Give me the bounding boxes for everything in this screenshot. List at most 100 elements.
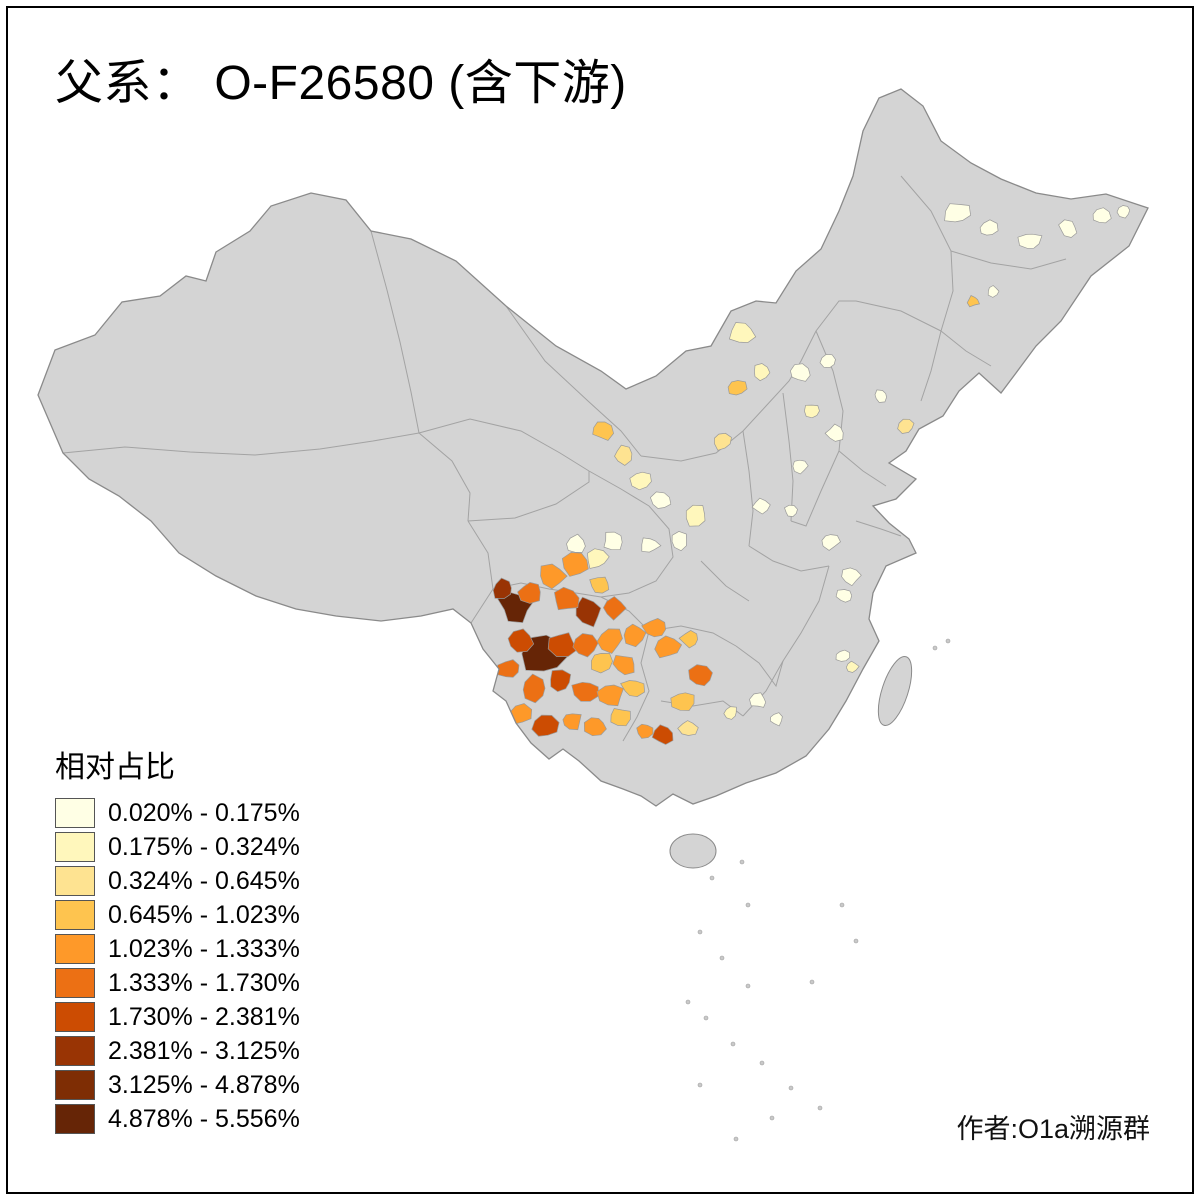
colored-prefecture [612,655,635,676]
legend-entries: 0.020% - 0.175% 0.175% - 0.324% 0.324% - 0… [55,798,300,1134]
colored-prefecture [531,714,560,737]
colored-prefecture [566,533,586,553]
legend-swatch [55,934,95,964]
colored-prefecture [845,660,860,673]
legend-range-label: 0.020% - 0.175% [108,798,300,827]
colored-prefecture [792,459,809,475]
colored-prefecture [897,418,915,434]
legend-range-label: 2.381% - 3.125% [108,1036,300,1065]
colored-prefecture [572,633,599,658]
colored-prefecture [728,322,757,343]
legend-swatch [55,798,95,828]
colored-prefecture [714,432,732,451]
legend-swatch [55,1104,95,1134]
colored-prefecture [804,404,820,419]
legend-entry: 0.645% - 1.023% [55,900,300,930]
colored-prefecture [522,673,546,704]
colored-prefectures [492,203,1131,745]
legend-range-label: 4.878% - 5.556% [108,1104,300,1133]
legend-range-label: 0.324% - 0.645% [108,866,300,895]
legend-swatch [55,1002,95,1032]
colored-prefecture [641,537,662,553]
colored-prefecture [685,504,706,527]
colored-prefecture [629,471,652,491]
colored-prefecture [784,504,798,517]
legend-entry: 3.125% - 4.878% [55,1070,300,1100]
colored-prefecture [587,548,610,569]
legend-entry: 1.730% - 2.381% [55,1002,300,1032]
colored-prefecture [636,723,654,739]
colored-prefecture [602,596,627,621]
colored-prefecture [835,649,851,662]
colored-prefecture [583,717,607,737]
colored-prefecture [751,497,771,515]
colored-prefecture [754,363,771,382]
legend-swatch [55,1036,95,1066]
legend-range-label: 1.730% - 2.381% [108,1002,300,1031]
colored-prefecture [670,692,695,711]
colored-prefecture [727,380,748,396]
colored-prefecture [590,653,613,674]
legend-swatch [55,1070,95,1100]
colored-prefecture [677,720,699,736]
legend-range-label: 0.175% - 0.324% [108,832,300,861]
colored-prefecture [562,713,582,731]
colored-prefecture [651,724,674,745]
south-china-sea-islets [685,638,951,1142]
colored-prefecture [610,708,631,727]
colored-prefecture [641,618,666,638]
colored-prefecture [540,563,568,590]
colored-prefecture [824,423,844,442]
colored-prefecture [589,576,610,594]
colored-prefecture [749,692,767,708]
islands [669,638,951,1142]
legend-swatch [55,866,95,896]
colored-prefecture [654,635,683,659]
legend-range-label: 1.023% - 1.333% [108,934,300,963]
legend-entry: 1.023% - 1.333% [55,934,300,964]
colored-prefecture [492,577,512,599]
legend-swatch [55,832,95,862]
colored-prefecture [596,684,624,707]
legend-title: 相对占比 [55,751,175,784]
colored-prefecture [517,582,541,604]
colored-prefecture [603,531,623,551]
colored-prefecture [1058,219,1078,238]
colored-prefecture [623,623,647,648]
colored-prefecture [596,628,623,654]
colored-prefecture [561,552,589,577]
legend-entry: 0.175% - 0.324% [55,832,300,862]
colored-prefecture [874,389,887,403]
legend: 相对占比 0.020% - 0.175% 0.175% - 0.324% 0.324… [55,742,300,1138]
legend-swatch [55,900,95,930]
legend-entry: 0.020% - 0.175% [55,798,300,828]
colored-prefecture [1017,233,1043,249]
taiwan-island [877,656,913,726]
colored-prefecture [979,219,999,236]
colored-prefecture [550,669,572,692]
colored-prefecture [671,531,687,552]
colored-prefecture [790,363,811,382]
colored-prefecture [571,681,599,702]
hainan-island [669,833,717,869]
colored-prefecture [723,706,737,720]
legend-entry: 0.324% - 0.645% [55,866,300,896]
colored-prefecture [547,632,578,657]
colored-prefecture [620,680,645,697]
legend-entry: 1.333% - 1.730% [55,968,300,998]
legend-entry: 4.878% - 5.556% [55,1104,300,1134]
colored-prefecture [614,444,633,466]
colored-prefecture [495,659,520,678]
colored-prefecture [592,421,614,441]
legend-range-label: 3.125% - 4.878% [108,1070,300,1099]
legend-swatch [55,968,95,998]
colored-prefecture [554,586,580,611]
colored-prefecture [821,534,841,551]
map-title: 父系： O-F26580 (含下游) [55,57,627,110]
colored-prefecture [966,295,980,308]
colored-prefecture [649,491,672,509]
colored-prefecture [1116,205,1131,219]
colored-prefecture [841,567,862,587]
legend-entry: 2.381% - 3.125% [55,1036,300,1066]
